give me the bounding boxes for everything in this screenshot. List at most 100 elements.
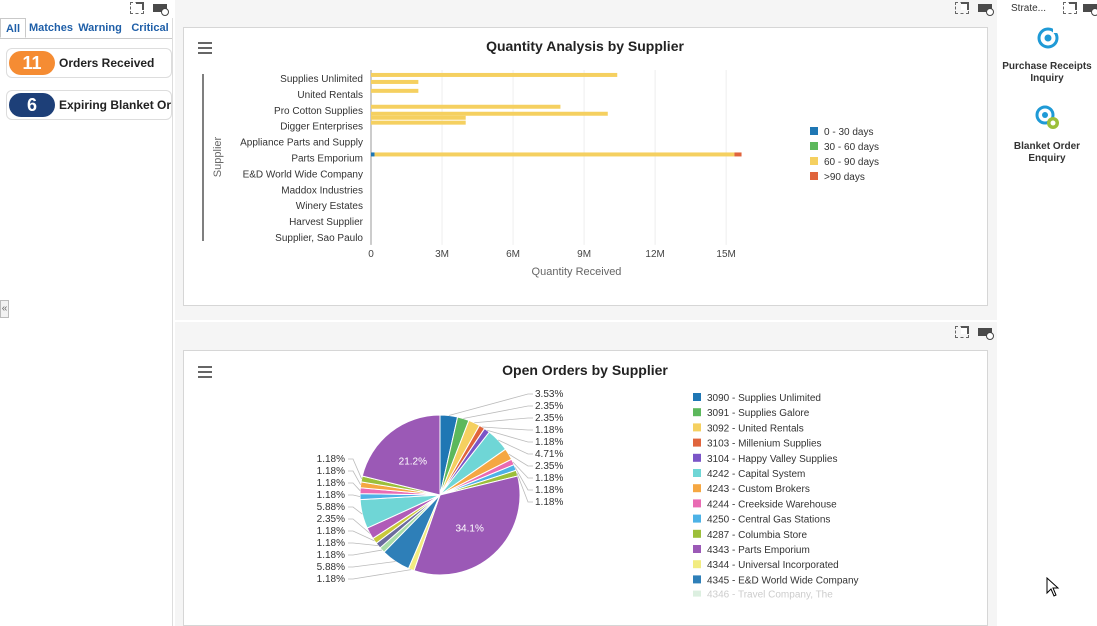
y-tick-label: Supplies Unlimited <box>280 74 363 85</box>
springboard-panel: Strate... Purchase Receipts Inquiry Blan… <box>998 0 1097 626</box>
x-tick-label: 15M <box>716 249 735 260</box>
bar <box>371 152 375 157</box>
legend-swatch <box>693 393 701 401</box>
legend-label: 3091 - Supplies Galore <box>707 408 810 419</box>
legend-swatch <box>810 157 818 165</box>
pie-data-label: 5.88% <box>317 502 345 513</box>
pie-chart-title: Open Orders by Supplier <box>502 362 668 378</box>
double-chevron-left-icon[interactable]: « <box>0 300 9 318</box>
legend-label: 30 - 60 days <box>824 142 879 153</box>
pie-leader-line <box>348 549 383 556</box>
pie-chart-card <box>183 350 988 626</box>
pie-leader-line <box>516 472 533 503</box>
pie-data-label: 1.18% <box>317 466 345 477</box>
pie-leader-line <box>348 482 361 491</box>
legend-swatch <box>693 469 701 477</box>
tab-matches[interactable]: Matches <box>28 22 74 34</box>
pie-data-label: 2.35% <box>535 401 563 412</box>
bar <box>371 111 608 116</box>
legend-label: 4244 - Creekside Warehouse <box>707 499 837 510</box>
pie-data-label: 1.18% <box>317 538 345 549</box>
watchlist-tabs: All Matches Warning Critical <box>0 18 172 39</box>
bar <box>371 120 466 125</box>
kpi-count-badge: 6 <box>9 93 55 117</box>
bar-chart: 0 3M 6M 9M 12M 15M Supplies Unlimited United Re… <box>202 70 879 278</box>
legend-label: 0 - 30 days <box>824 127 873 138</box>
y-tick-label: Digger Enterprises <box>280 122 363 133</box>
y-tick-label: Harvest Supplier <box>289 217 364 228</box>
legend-label: 4346 - Travel Company, The <box>707 590 833 601</box>
pie-leader-line <box>508 453 533 467</box>
tab-critical[interactable]: Critical <box>131 22 169 34</box>
pie-slice <box>413 475 521 576</box>
expand-icon[interactable] <box>955 2 969 14</box>
expand-icon[interactable] <box>1063 2 1077 14</box>
pie-leader-line <box>348 494 361 497</box>
tab-all[interactable]: All <box>0 18 26 38</box>
kpi-expiring-blanket-orders[interactable]: 6 Expiring Blanket Orders <box>6 90 172 120</box>
x-tick-label: 12M <box>645 249 664 260</box>
legend-label: 4250 - Central Gas Stations <box>707 515 830 526</box>
legend-label: 3090 - Supplies Unlimited <box>707 393 821 404</box>
legend-label: 4242 - Capital System <box>707 469 805 480</box>
app-label[interactable]: Blanket Order Enquiry <box>1013 141 1081 164</box>
y-tick-label: Winery Estates <box>296 201 363 212</box>
x-tick-label: 9M <box>577 249 591 260</box>
legend-swatch <box>810 172 818 180</box>
pie-data-label: 1.18% <box>317 574 345 585</box>
legend-label: 60 - 90 days <box>824 157 879 168</box>
bar <box>374 152 735 157</box>
y-tick-label: Appliance Parts and Supply <box>240 138 363 149</box>
pie-leader-line <box>482 426 533 431</box>
legend-swatch <box>693 438 701 447</box>
pie-leader-line <box>348 458 362 480</box>
chart-menu-icon[interactable] <box>198 366 212 378</box>
pie-leader-line <box>463 405 533 419</box>
bar <box>371 79 419 84</box>
expand-icon[interactable] <box>130 2 144 14</box>
kpi-orders-received[interactable]: 11 Orders Received <box>6 48 172 78</box>
pie-leader-line <box>497 439 533 455</box>
kpi-label: Expiring Blanket Orders <box>59 98 172 112</box>
pie-data-label: 1.18% <box>317 550 345 561</box>
pie-data-label: 21.2% <box>399 456 427 467</box>
legend-label: >90 days <box>824 172 865 183</box>
pie-data-label: 2.35% <box>317 514 345 525</box>
y-tick-label: Maddox Industries <box>281 185 363 196</box>
app-label[interactable]: Purchase Receipts Inquiry <box>1002 61 1092 84</box>
pie-data-label: 1.18% <box>535 425 563 436</box>
watchlist-panel: All Matches Warning Critical 11 Orders R… <box>0 18 173 626</box>
y-tick-label: Pro Cotton Supplies <box>274 106 363 117</box>
pie-leader-line <box>348 506 363 515</box>
settings-icon[interactable] <box>153 4 169 16</box>
pie-data-label: 3.53% <box>535 389 563 400</box>
x-tick-label: 3M <box>435 249 449 260</box>
legend-label: 4345 - E&D World Wide Company <box>707 575 859 586</box>
pie-data-label: 1.18% <box>317 478 345 489</box>
y-axis-label: Supplier <box>212 136 224 177</box>
legend-swatch <box>693 423 701 432</box>
settings-icon[interactable] <box>1083 4 1097 16</box>
y-tick-label: Supplier, Sao Paulo <box>275 233 363 244</box>
y-tick-label: E&D World Wide Company <box>243 169 363 180</box>
settings-icon[interactable] <box>978 328 994 340</box>
legend-swatch <box>693 514 701 523</box>
settings-icon[interactable] <box>978 4 994 16</box>
pie-data-label: 5.88% <box>317 562 345 573</box>
purchase-receipts-icon[interactable] <box>1036 26 1060 50</box>
pie-data-label: 2.35% <box>535 461 563 472</box>
expand-icon[interactable] <box>955 326 969 338</box>
pie-chart: 34.1%21.2%3.53%2.35%2.35%1.18%1.18%4.71%… <box>317 389 859 601</box>
legend-swatch <box>693 590 701 597</box>
blanket-order-icon[interactable] <box>1034 104 1062 132</box>
chart-menu-icon[interactable] <box>198 42 212 54</box>
bar <box>734 152 742 157</box>
pie-data-label: 1.18% <box>535 485 563 496</box>
bar <box>371 104 561 109</box>
tab-warning[interactable]: Warning <box>78 22 122 34</box>
legend-swatch <box>693 545 701 553</box>
pie-leader-line <box>486 429 533 443</box>
legend-label: 3103 - Millenium Supplies <box>707 439 822 450</box>
pie-leader-line <box>348 530 375 542</box>
pie-data-label: 1.18% <box>317 454 345 465</box>
